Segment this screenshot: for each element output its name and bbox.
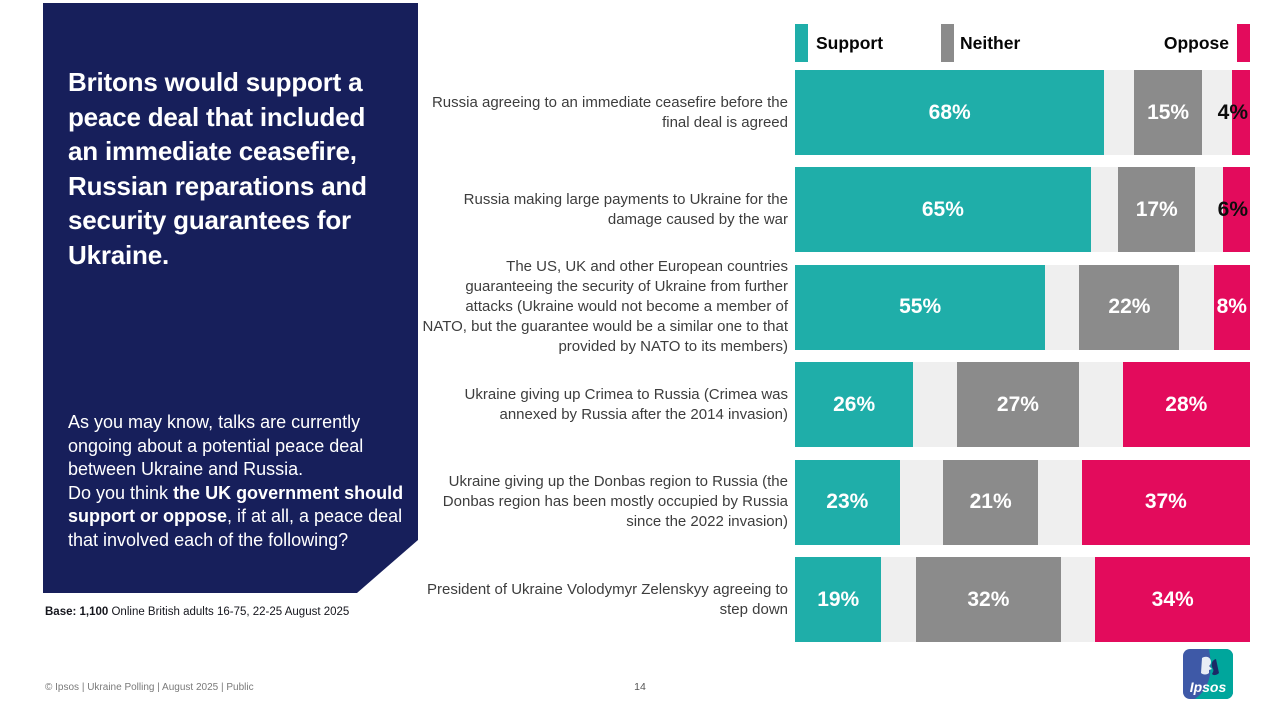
support-segment: 68% (795, 70, 1105, 155)
bar-row-label: Ukraine giving up Crimea to Russia (Crim… (464, 385, 788, 423)
support-swatch-icon (795, 24, 808, 62)
neither-value: 27% (996, 392, 1039, 416)
oppose-value: 4% (1217, 100, 1248, 124)
neither-segment: 21% (942, 459, 1039, 545)
chart-legend: Support Neither Oppose (795, 24, 1250, 62)
neither-segment: 32% (915, 557, 1062, 642)
neither-value: 21% (969, 490, 1012, 514)
support-segment: 19% (795, 557, 882, 642)
neither-swatch-icon (941, 24, 954, 62)
bar-track: 23% 21% 37% (795, 459, 1250, 545)
bar-row-label: Russia making large payments to Ukraine … (463, 190, 788, 228)
support-value: 23% (826, 490, 869, 514)
logo-profile-icon (1201, 656, 1212, 675)
legend-label-oppose: Oppose (1163, 33, 1229, 53)
neither-segment: 27% (956, 362, 1080, 448)
question-bold: the UK government should support or oppo… (68, 482, 404, 527)
bar-row: The US, UK and other European countries … (0, 258, 1280, 356)
logo-profile-dark-icon (1211, 659, 1219, 676)
bar-track: 68% 15% 4% (795, 70, 1250, 155)
base-note: Base: 1,100 Online British adults 16-75,… (45, 606, 349, 618)
support-value: 26% (833, 392, 876, 416)
bar-row-label: Ukraine giving up the Donbas region to R… (442, 473, 788, 531)
oppose-segment: 37% (1081, 459, 1250, 545)
neither-value: 22% (1108, 295, 1151, 319)
ipsos-logo: Ipsos (1183, 649, 1233, 699)
bar-track: 65% 17% 6% (795, 167, 1250, 253)
oppose-value: 28% (1165, 392, 1208, 416)
support-value: 19% (817, 587, 860, 611)
neither-value: 32% (967, 587, 1010, 611)
oppose-value: 6% (1217, 197, 1248, 221)
bar-row-label: President of Ukraine Volodymyr Zelenskyy… (426, 580, 788, 618)
bar-track: 19% 32% 34% (795, 557, 1250, 642)
bar-row-label: The US, UK and other European countries … (422, 258, 789, 356)
neither-segment: 15% (1133, 70, 1203, 155)
neither-value: 15% (1147, 100, 1190, 124)
support-segment: 55% (795, 264, 1046, 350)
question-intro: As you may know, talks are currently ong… (68, 412, 364, 479)
survey-question: As you may know, talks are currently ong… (68, 411, 408, 552)
oppose-segment: 34% (1095, 557, 1250, 642)
oppose-swatch-icon (1237, 24, 1250, 62)
neither-value: 17% (1135, 197, 1178, 221)
bar-row-label: Russia agreeing to an immediate ceasefir… (431, 93, 788, 131)
support-segment: 23% (795, 459, 900, 545)
oppose-segment: 28% (1122, 362, 1250, 448)
legend-label-neither: Neither (960, 33, 1021, 53)
oppose-value: 8% (1216, 295, 1247, 319)
support-segment: 26% (795, 362, 914, 448)
question-main: Do you think the UK government should su… (68, 482, 408, 553)
support-value: 65% (921, 197, 964, 221)
bar-row: Russia making large payments to Ukraine … (0, 167, 1280, 253)
oppose-segment: 8% (1213, 264, 1250, 350)
support-segment: 65% (795, 167, 1091, 253)
support-value: 68% (928, 100, 971, 124)
ipsos-logo-graphic: Ipsos (1183, 649, 1233, 699)
support-value: 55% (899, 295, 942, 319)
slide-title: Britons would support a peace deal that … (68, 67, 367, 270)
page-number: 14 (634, 681, 646, 693)
base-note-rest: Online British adults 16-75, 22-25 Augus… (108, 606, 350, 618)
sidebar-panel: Britons would support a peace deal that … (43, 3, 418, 593)
bar-track: 26% 27% 28% (795, 362, 1250, 448)
oppose-segment (1222, 167, 1250, 253)
question-prefix: Do you think (68, 482, 174, 503)
bar-track: 55% 22% 8% (795, 264, 1250, 350)
bar-row: Ukraine giving up Crimea to Russia (Crim… (0, 362, 1280, 448)
logo-text: Ipsos (1190, 679, 1227, 695)
question-suffix: , if at all, a peace deal that involved … (68, 506, 403, 550)
oppose-segment (1231, 70, 1250, 155)
neither-segment: 17% (1118, 167, 1196, 253)
oppose-value: 37% (1144, 490, 1187, 514)
bar-row: Ukraine giving up the Donbas region to R… (0, 459, 1280, 545)
base-note-bold: Base: 1,100 (45, 606, 109, 618)
legend-label-support: Support (816, 33, 884, 53)
footer-copyright: © Ipsos | Ukraine Polling | August 2025 … (45, 682, 254, 693)
oppose-value: 34% (1151, 587, 1194, 611)
bar-row: Russia agreeing to an immediate ceasefir… (0, 70, 1280, 155)
bar-row: President of Ukraine Volodymyr Zelenskyy… (0, 557, 1280, 642)
neither-segment: 22% (1079, 264, 1180, 350)
